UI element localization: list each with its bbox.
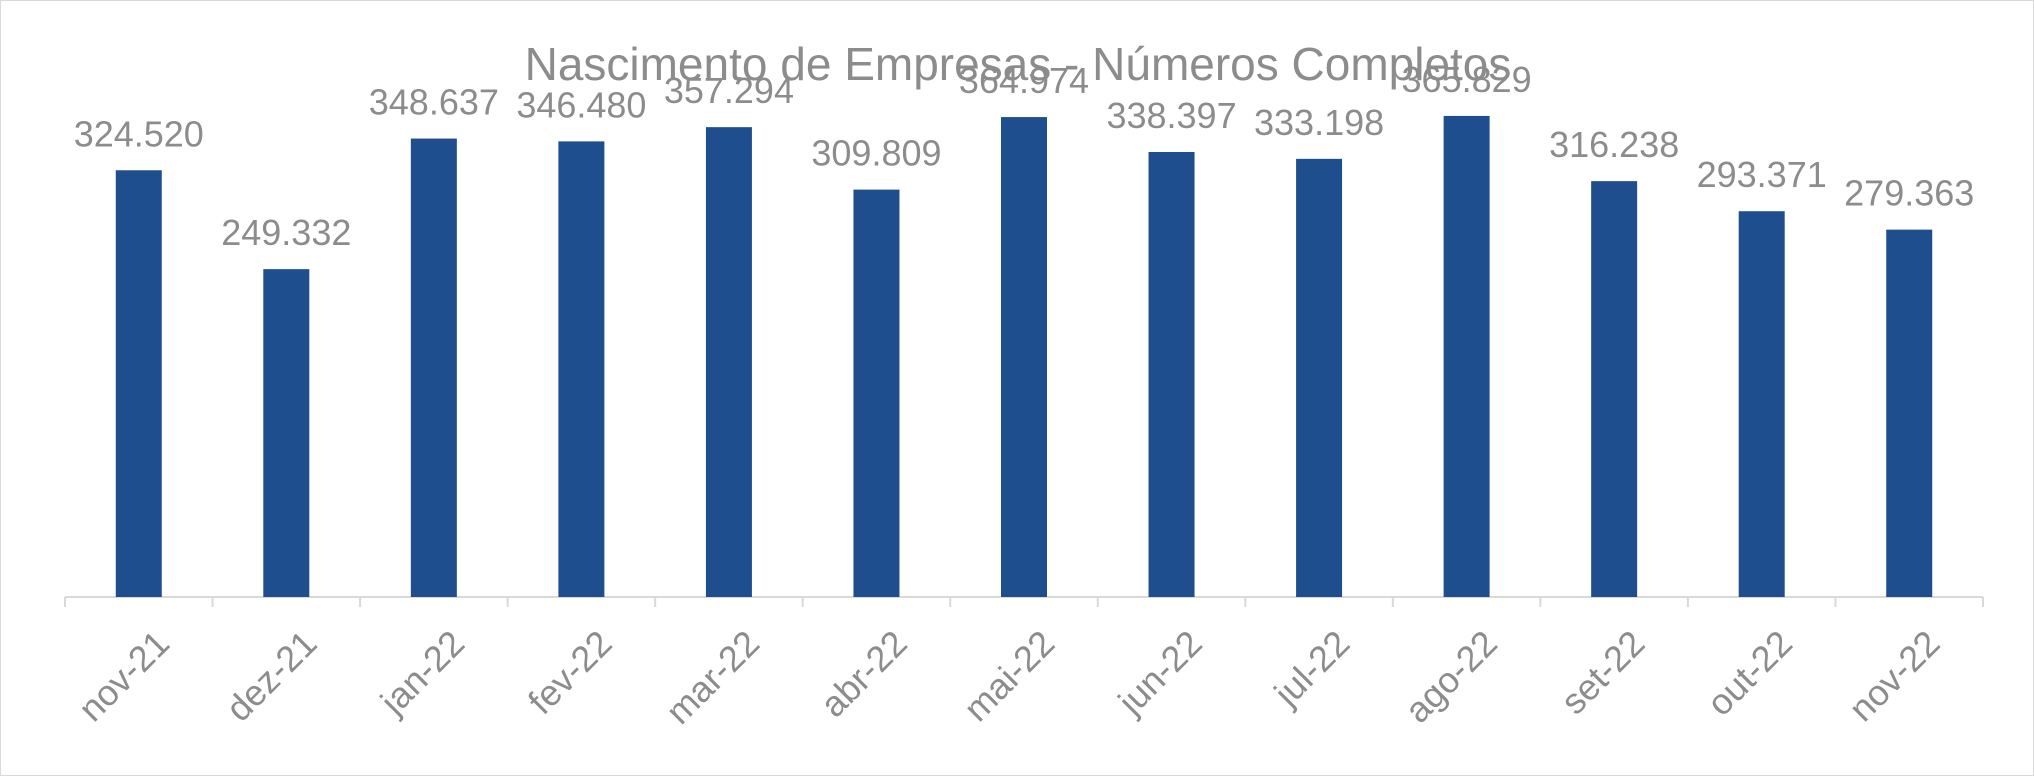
data-label-fev-22: 346.480	[516, 84, 646, 125]
bar-mar-22	[705, 127, 752, 597]
bar-abr-22	[853, 189, 900, 597]
data-label-mai-22: 364.974	[959, 60, 1089, 101]
category-label-mai-22: mai-22	[956, 622, 1063, 729]
category-label-set-22: set-22	[1553, 622, 1653, 722]
category-label-abr-22: abr-22	[812, 622, 915, 725]
data-label-out-22: 293.371	[1697, 154, 1827, 195]
category-label-ago-22: ago-22	[1397, 622, 1505, 730]
category-label-nov-21: nov-21	[70, 622, 177, 729]
data-label-jun-22: 338.397	[1106, 95, 1236, 136]
data-label-dez-21: 249.332	[221, 212, 351, 253]
data-label-abr-22: 309.809	[811, 133, 941, 174]
category-labels: nov-21 dez-21 jan-22 fev-22 mar-22 abr-22 mai-…	[70, 622, 1947, 732]
bar-set-22	[1591, 181, 1638, 597]
category-label-mar-22: mar-22	[658, 622, 768, 732]
bar-ago-22	[1443, 115, 1490, 597]
category-label-fev-22: fev-22	[520, 622, 620, 722]
category-label-jul-22: jul-22	[1265, 622, 1357, 714]
category-label-dez-21: dez-21	[218, 622, 325, 729]
data-label-jan-22: 348.637	[369, 82, 499, 123]
bar-nov-22	[1886, 229, 1933, 598]
x-axis-ticks	[64, 597, 1984, 607]
data-label-mar-22: 357.294	[664, 70, 794, 111]
data-label-set-22: 316.238	[1549, 124, 1679, 165]
bar-nov-21	[115, 170, 162, 597]
category-label-nov-22: nov-22	[1841, 622, 1948, 729]
category-label-jan-22: jan-22	[372, 622, 472, 722]
bar-jun-22	[1148, 152, 1195, 598]
bar-jan-22	[410, 138, 457, 597]
data-label-nov-21: 324.520	[74, 113, 204, 154]
category-label-jun-22: jun-22	[1109, 622, 1209, 722]
bar-jul-22	[1296, 158, 1343, 597]
data-label-nov-22: 279.363	[1844, 173, 1974, 214]
bar-mai-22	[1001, 117, 1047, 597]
data-label-ago-22: 365.829	[1402, 59, 1532, 100]
bar-out-22	[1738, 211, 1785, 597]
bars	[115, 115, 1933, 598]
data-label-jul-22: 333.198	[1254, 102, 1384, 143]
category-label-out-22: out-22	[1699, 622, 1800, 723]
bar-fev-22	[558, 141, 605, 598]
chart-title: Nascimento de Empresas - Números Complet…	[524, 38, 1512, 90]
data-labels: 324.520 249.332 348.637 346.480 357.294 309.8…	[74, 59, 1975, 253]
bar-dez-21	[263, 269, 310, 597]
